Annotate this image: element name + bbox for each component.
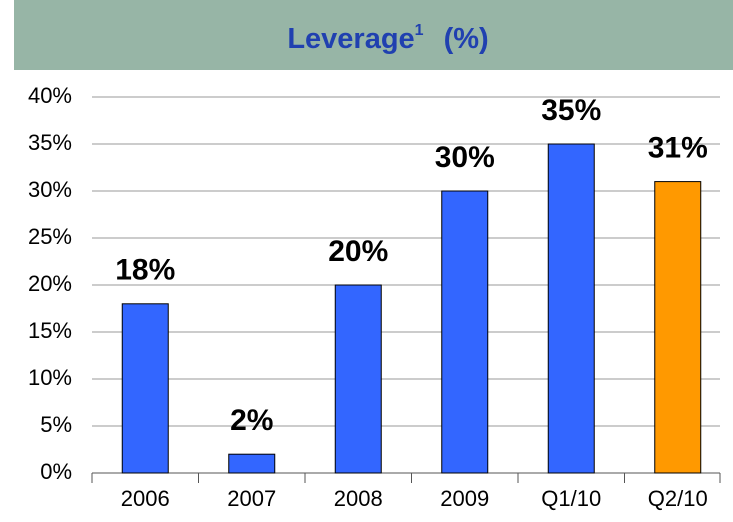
value-label: 20% [328,235,388,268]
x-tick-label: 2009 [440,486,489,511]
y-tick-label: 35% [28,130,72,155]
bar [121,303,169,474]
value-label: 30% [435,141,495,174]
value-label: 31% [648,132,708,165]
y-tick-label: 15% [28,318,72,343]
x-tick-label: 2007 [227,486,276,511]
value-label: 18% [115,254,175,287]
y-tick-label: 0% [40,459,72,484]
x-tick-label: Q2/10 [648,486,708,511]
y-tick-label: 25% [28,224,72,249]
title-unit: (%) [444,23,489,55]
bar [654,181,702,474]
title-band [14,0,733,70]
x-tick-label: Q1/10 [541,486,601,511]
bar [334,284,382,474]
x-tick-label: 2008 [334,486,383,511]
bar [441,190,489,474]
bar [547,143,595,474]
value-label: 35% [541,94,601,127]
y-tick-label: 10% [28,365,72,390]
y-tick-label: 20% [28,271,72,296]
bar [228,453,276,474]
title-note: 1 [415,22,424,39]
value-label: 2% [230,404,273,437]
y-tick-label: 5% [40,412,72,437]
y-tick-label: 40% [28,83,72,108]
y-tick-label: 30% [28,177,72,202]
title-text: Leverage [287,23,414,55]
chart-title: Leverage1 (%) [287,22,488,54]
x-tick-label: 2006 [121,486,170,511]
